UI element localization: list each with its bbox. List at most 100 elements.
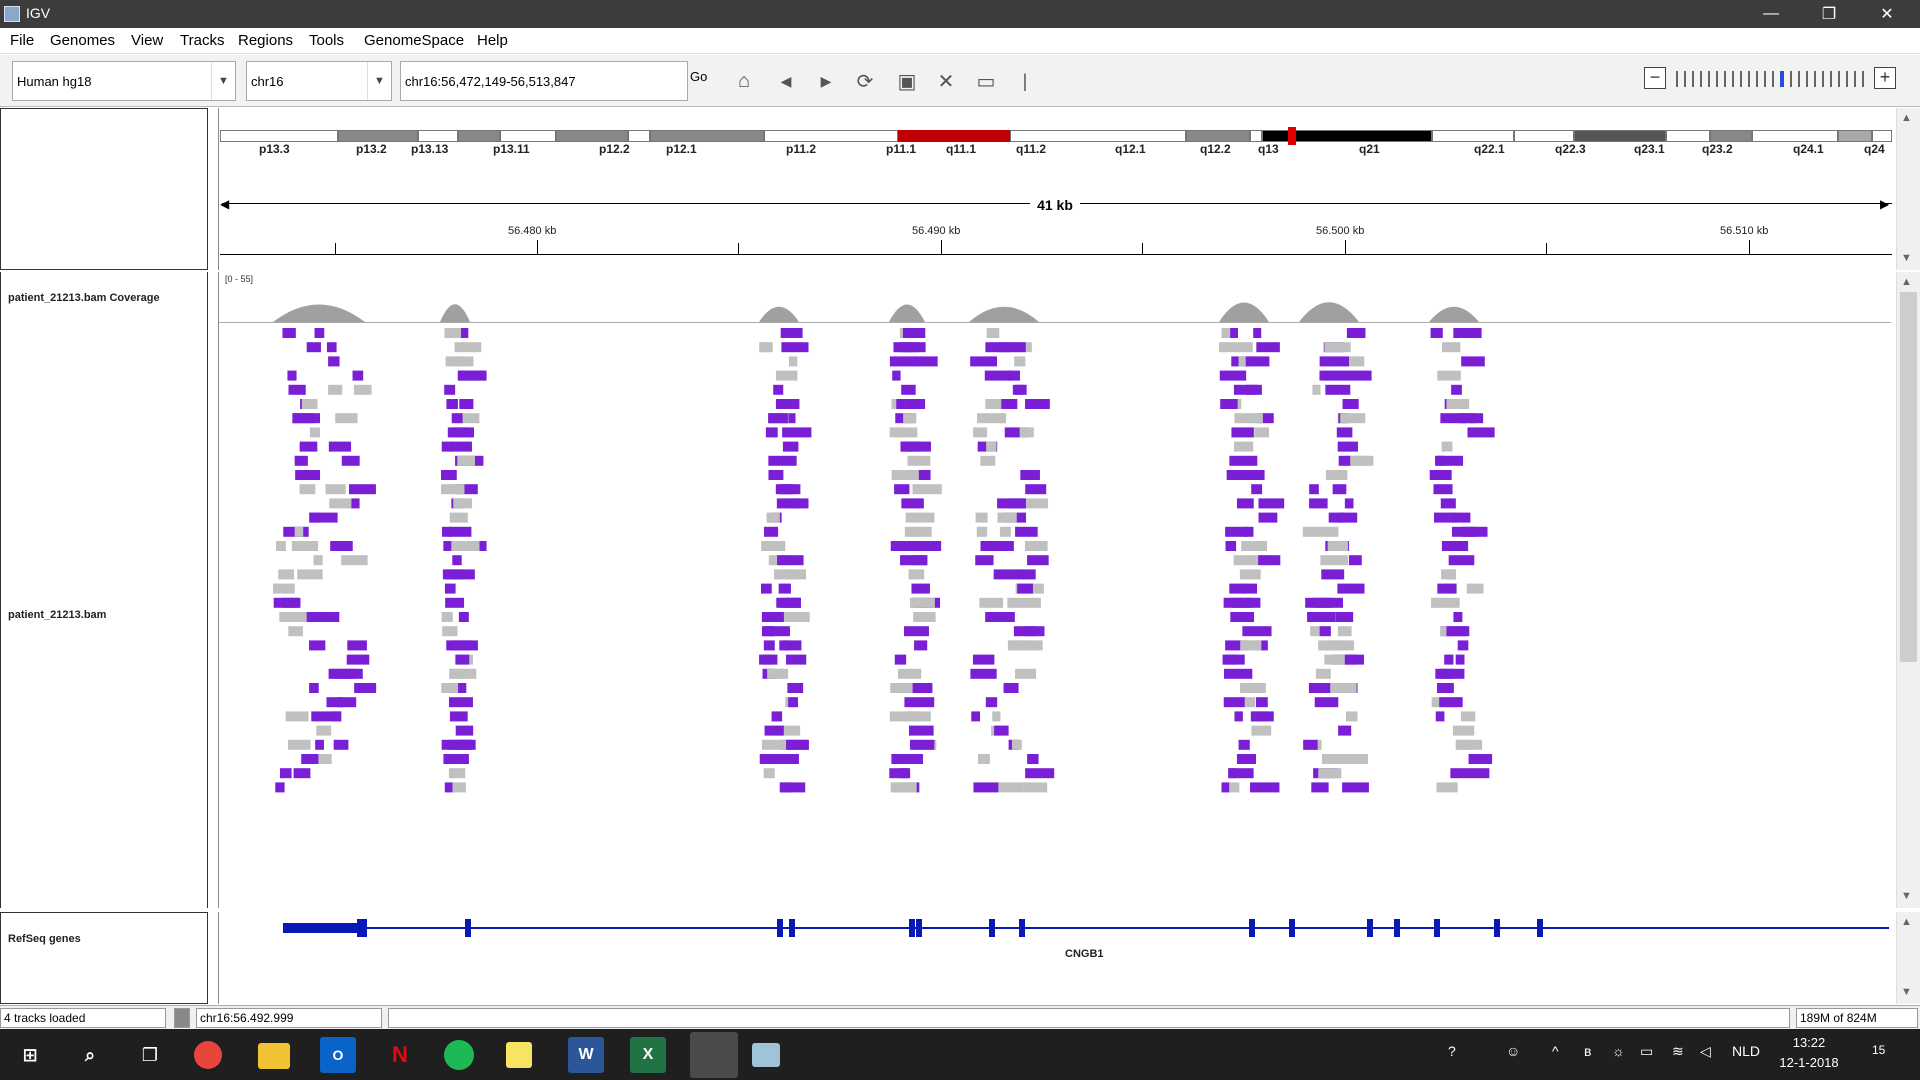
aligned-read[interactable] xyxy=(759,754,776,764)
back-icon[interactable]: ◀ xyxy=(780,72,792,89)
aligned-read[interactable] xyxy=(1330,683,1357,693)
aligned-read[interactable] xyxy=(1436,455,1464,466)
aligned-read[interactable] xyxy=(1461,356,1485,367)
header-scrollbar[interactable]: ▲ ▼ xyxy=(1896,108,1920,270)
aligned-read[interactable] xyxy=(1321,754,1351,764)
aligned-read[interactable] xyxy=(299,484,316,495)
aligned-read[interactable] xyxy=(306,342,321,353)
aligned-read[interactable] xyxy=(330,541,353,551)
aligned-read[interactable] xyxy=(458,612,469,622)
aligned-read[interactable] xyxy=(1225,526,1248,537)
aligned-read[interactable] xyxy=(1231,597,1253,608)
aligned-read[interactable] xyxy=(764,526,779,537)
aligned-read[interactable] xyxy=(1256,342,1280,353)
aligned-read[interactable] xyxy=(1015,384,1027,395)
aligned-read[interactable] xyxy=(448,768,466,779)
aligned-read[interactable] xyxy=(1241,583,1258,594)
aligned-read[interactable] xyxy=(985,697,998,708)
aligned-read[interactable] xyxy=(446,399,458,409)
aligned-read[interactable] xyxy=(294,526,304,537)
aligned-read[interactable] xyxy=(458,328,469,338)
aligned-read[interactable] xyxy=(893,342,913,353)
aligned-read[interactable] xyxy=(1436,782,1458,793)
aligned-read[interactable] xyxy=(788,498,800,509)
aligned-read[interactable] xyxy=(1321,569,1345,580)
aligned-read[interactable] xyxy=(325,484,346,495)
aligned-read[interactable] xyxy=(346,654,370,665)
aligned-read[interactable] xyxy=(449,484,465,495)
aligned-read[interactable] xyxy=(1462,526,1488,537)
aligned-read[interactable] xyxy=(1466,583,1484,594)
aligned-read[interactable] xyxy=(1441,569,1455,580)
aligned-read[interactable] xyxy=(1324,342,1351,353)
aligned-read[interactable] xyxy=(763,640,775,651)
aligned-read[interactable] xyxy=(354,683,377,693)
aligned-read[interactable] xyxy=(1344,498,1354,509)
aligned-read[interactable] xyxy=(347,640,367,651)
aligned-read[interactable] xyxy=(786,569,806,580)
aligned-read[interactable] xyxy=(1328,512,1345,523)
aligned-read[interactable] xyxy=(1010,640,1037,651)
aligned-read[interactable] xyxy=(1239,569,1261,580)
aligned-read[interactable] xyxy=(457,455,474,466)
clock[interactable]: 13:22 12-1-2018 xyxy=(1764,1033,1854,1073)
aligned-read[interactable] xyxy=(914,640,928,651)
aligned-read[interactable] xyxy=(1314,697,1339,708)
aligned-read[interactable] xyxy=(1448,555,1475,566)
aligned-read[interactable] xyxy=(980,541,1005,551)
aligned-read[interactable] xyxy=(1233,555,1251,566)
aligned-read[interactable] xyxy=(993,569,1020,580)
aligned-read[interactable] xyxy=(1327,356,1350,367)
minimize-button[interactable]: — xyxy=(1763,5,1779,22)
aligned-read[interactable] xyxy=(909,725,934,736)
aligned-read[interactable] xyxy=(1308,683,1331,693)
aligned-read[interactable] xyxy=(766,512,780,523)
menu-regions[interactable]: Regions xyxy=(238,32,294,49)
aligned-read[interactable] xyxy=(1435,668,1465,679)
aligned-read[interactable] xyxy=(986,441,997,452)
aligned-read[interactable] xyxy=(1324,370,1345,381)
aligned-read[interactable] xyxy=(1325,470,1348,480)
gene-label[interactable]: CNGB1 xyxy=(1065,948,1104,960)
aligned-read[interactable] xyxy=(1015,668,1037,679)
aligned-read[interactable] xyxy=(1241,541,1267,551)
aligned-read[interactable] xyxy=(1253,328,1262,338)
aligned-read[interactable] xyxy=(761,612,784,622)
aligned-read[interactable] xyxy=(278,569,295,580)
aligned-read[interactable] xyxy=(1229,782,1240,793)
app-taskbar-icon[interactable] xyxy=(752,1043,780,1067)
aligned-read[interactable] xyxy=(1302,526,1330,537)
aligned-read[interactable] xyxy=(1225,654,1237,665)
aligned-read[interactable] xyxy=(450,640,478,651)
aligned-read[interactable] xyxy=(780,782,806,793)
aligned-read[interactable] xyxy=(273,583,295,594)
aligned-read[interactable] xyxy=(1219,342,1240,353)
aligned-read[interactable] xyxy=(891,470,919,480)
menu-tracks[interactable]: Tracks xyxy=(180,32,225,49)
aligned-read[interactable] xyxy=(1240,640,1262,651)
aligned-read[interactable] xyxy=(1337,441,1358,452)
chrome-icon[interactable] xyxy=(194,1041,222,1069)
aligned-read[interactable] xyxy=(442,569,466,580)
aligned-read[interactable] xyxy=(1226,470,1238,480)
aligned-read[interactable] xyxy=(894,484,910,495)
aligned-read[interactable] xyxy=(767,626,790,637)
aligned-read[interactable] xyxy=(1006,370,1020,381)
aligned-read[interactable] xyxy=(1250,711,1269,722)
aligned-read[interactable] xyxy=(1342,782,1369,793)
aligned-read[interactable] xyxy=(452,555,462,566)
aligned-read[interactable] xyxy=(771,711,783,722)
aligned-read[interactable] xyxy=(1435,597,1460,608)
aligned-read[interactable] xyxy=(451,413,463,424)
netflix-icon[interactable]: N xyxy=(392,1042,408,1067)
aligned-read[interactable] xyxy=(912,484,942,495)
aligned-read[interactable] xyxy=(276,541,286,551)
help-icon[interactable]: ? xyxy=(1448,1043,1456,1059)
aligned-read[interactable] xyxy=(1335,612,1354,622)
aligned-read[interactable] xyxy=(764,725,784,736)
aligned-read[interactable] xyxy=(442,626,458,637)
aligned-read[interactable] xyxy=(1451,512,1471,523)
locus-input[interactable]: chr16:56,472,149-56,513,847 xyxy=(400,61,688,101)
aligned-read[interactable] xyxy=(1258,498,1285,509)
aligned-read[interactable] xyxy=(895,427,918,438)
